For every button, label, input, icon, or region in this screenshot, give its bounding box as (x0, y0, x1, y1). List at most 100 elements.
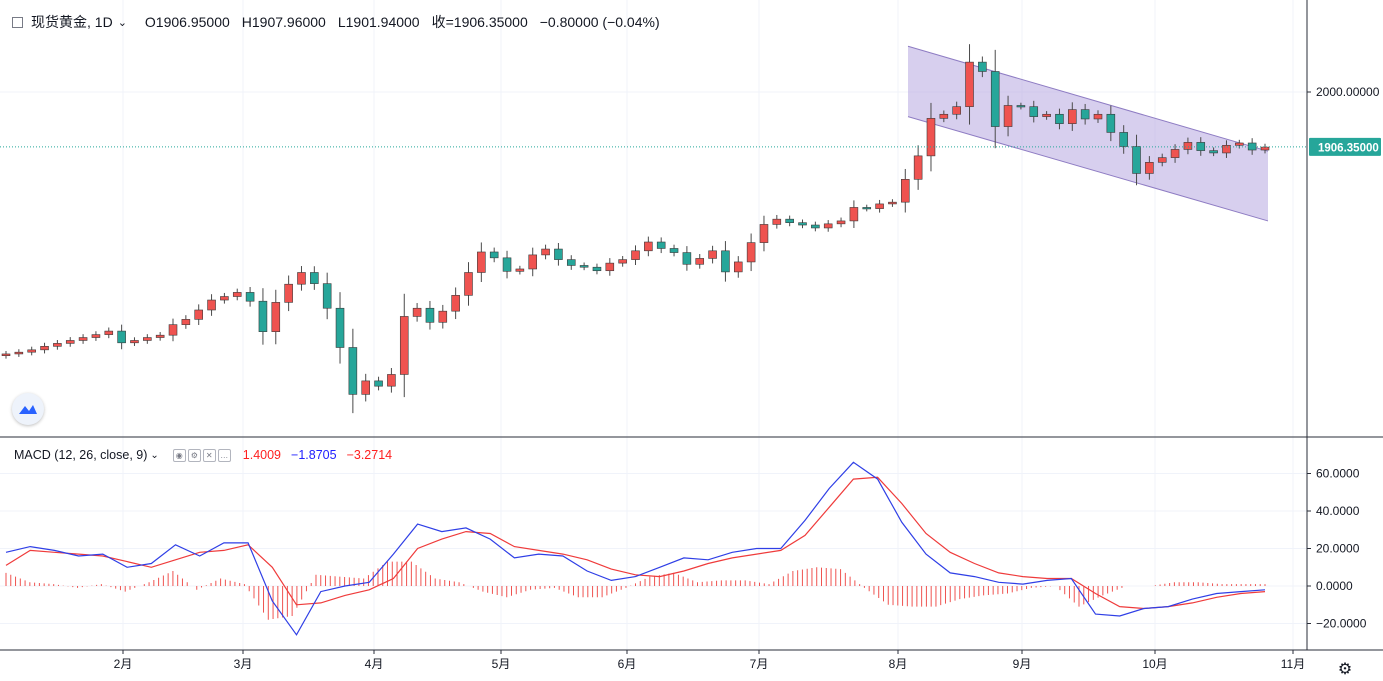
candle-body (464, 272, 473, 296)
candle-body (232, 292, 242, 297)
candle-body (631, 250, 640, 260)
candle-body (708, 250, 717, 259)
candle-body (91, 334, 101, 338)
candle-body (1235, 142, 1244, 146)
macd-tick-label: 40.0000 (1316, 504, 1360, 518)
macd-tick-label: 20.0000 (1316, 542, 1360, 556)
candle-body (1093, 113, 1103, 120)
candle-body (65, 340, 75, 344)
macd-tick-label: −20.0000 (1316, 617, 1367, 631)
candle-body (811, 224, 820, 229)
candle-body (528, 254, 538, 270)
time-tick-label: 5月 (492, 657, 511, 671)
candle-body (605, 262, 615, 272)
candle-body (965, 61, 974, 107)
candle-body (823, 223, 833, 229)
signal-value: −3.2714 (346, 448, 393, 462)
candle-body (258, 300, 268, 332)
candle-body (913, 155, 923, 180)
time-tick-label: 2月 (114, 657, 133, 671)
time-tick-label: 7月 (750, 657, 769, 671)
candle-body (978, 61, 987, 72)
candle-body (901, 179, 910, 203)
signal-line (5, 476, 1266, 610)
macd-legend: MACD (12, 26, close, 9) ⌄ ◉ ⚙ ✕ … 1.4009… (14, 446, 392, 464)
candle-body (143, 337, 152, 341)
channel-lower-line (907, 116, 1269, 222)
candle-body (849, 207, 859, 222)
candle-body (541, 248, 550, 256)
candle-body (1183, 142, 1193, 150)
tradingview-logo-icon[interactable] (12, 393, 44, 425)
settings-icon[interactable]: ⚙ (187, 448, 201, 462)
candle-body (1080, 109, 1090, 120)
candle-body (451, 295, 460, 312)
chevron-down-icon[interactable]: ⌄ (117, 16, 127, 29)
candle-body (1260, 146, 1270, 151)
candle-body (425, 307, 435, 323)
candle-body (1170, 149, 1180, 158)
candle-body (1157, 157, 1167, 163)
candle-body (1029, 106, 1039, 117)
candle-body (618, 259, 627, 264)
candle-body (168, 324, 178, 336)
candle-body (875, 203, 884, 209)
candle-body (104, 330, 114, 335)
candle-body (53, 343, 62, 347)
candle-body (207, 299, 216, 311)
price-tick-label: 2000.00000 (1316, 85, 1380, 99)
candle-body (40, 346, 49, 351)
time-tick-label: 4月 (365, 657, 384, 671)
candle-body (271, 302, 281, 332)
candle-body (1003, 105, 1013, 127)
candle-body (656, 241, 666, 249)
more-icon[interactable]: … (217, 448, 231, 462)
collapse-toggle-icon[interactable] (12, 16, 23, 28)
parallel-channel (908, 46, 1268, 221)
gear-icon[interactable]: ⚙ (1337, 661, 1353, 678)
macd-value: −1.8705 (291, 448, 337, 462)
candle-body (438, 310, 448, 323)
candle-body (695, 258, 705, 265)
time-tick-label: 3月 (234, 657, 253, 671)
candle-body (387, 374, 396, 387)
time-tick-label: 8月 (889, 657, 908, 671)
time-tick-label: 6月 (618, 657, 637, 671)
candle-body (361, 380, 370, 395)
candle-body (245, 292, 255, 302)
visibility-icon[interactable]: ◉ (172, 448, 186, 462)
candle-body (1119, 132, 1128, 147)
macd-title[interactable]: MACD (12, 26, close, 9) (14, 448, 148, 462)
candle-body (181, 319, 191, 325)
candle-body (78, 337, 88, 341)
candle-body (27, 349, 36, 353)
candle-body (1106, 113, 1116, 133)
last-price-label-bg (1309, 137, 1381, 156)
candle-body (1042, 113, 1051, 117)
last-price-label: 1906.35000 (1318, 142, 1379, 154)
candle-body (310, 272, 319, 284)
candle-body (1, 353, 11, 356)
candle-body (220, 296, 229, 301)
candle-body (14, 351, 24, 355)
candle-body (733, 261, 743, 273)
chevron-down-icon[interactable]: ⌄ (150, 449, 159, 461)
candle-body (502, 257, 512, 272)
candle-body (888, 201, 897, 205)
candle-body (297, 272, 306, 285)
candle-body (772, 218, 782, 225)
macd-tick-label: 0.0000 (1316, 579, 1353, 593)
close-icon[interactable]: ✕ (202, 448, 216, 462)
symbol-name[interactable]: 现货黄金, 1D (31, 14, 113, 30)
symbol-legend: 现货黄金, 1D ⌄ O1906.95000 H1907.96000 L1901… (6, 11, 660, 33)
time-tick-label: 9月 (1013, 657, 1032, 671)
candle-body (862, 207, 872, 210)
macd-line (5, 461, 1266, 636)
candle-body (1016, 105, 1026, 108)
candle-body (798, 222, 807, 226)
candle-body (1068, 109, 1077, 124)
candle-body (399, 316, 409, 375)
candle-body (284, 283, 293, 303)
time-tick-label: 10月 (1142, 657, 1167, 671)
